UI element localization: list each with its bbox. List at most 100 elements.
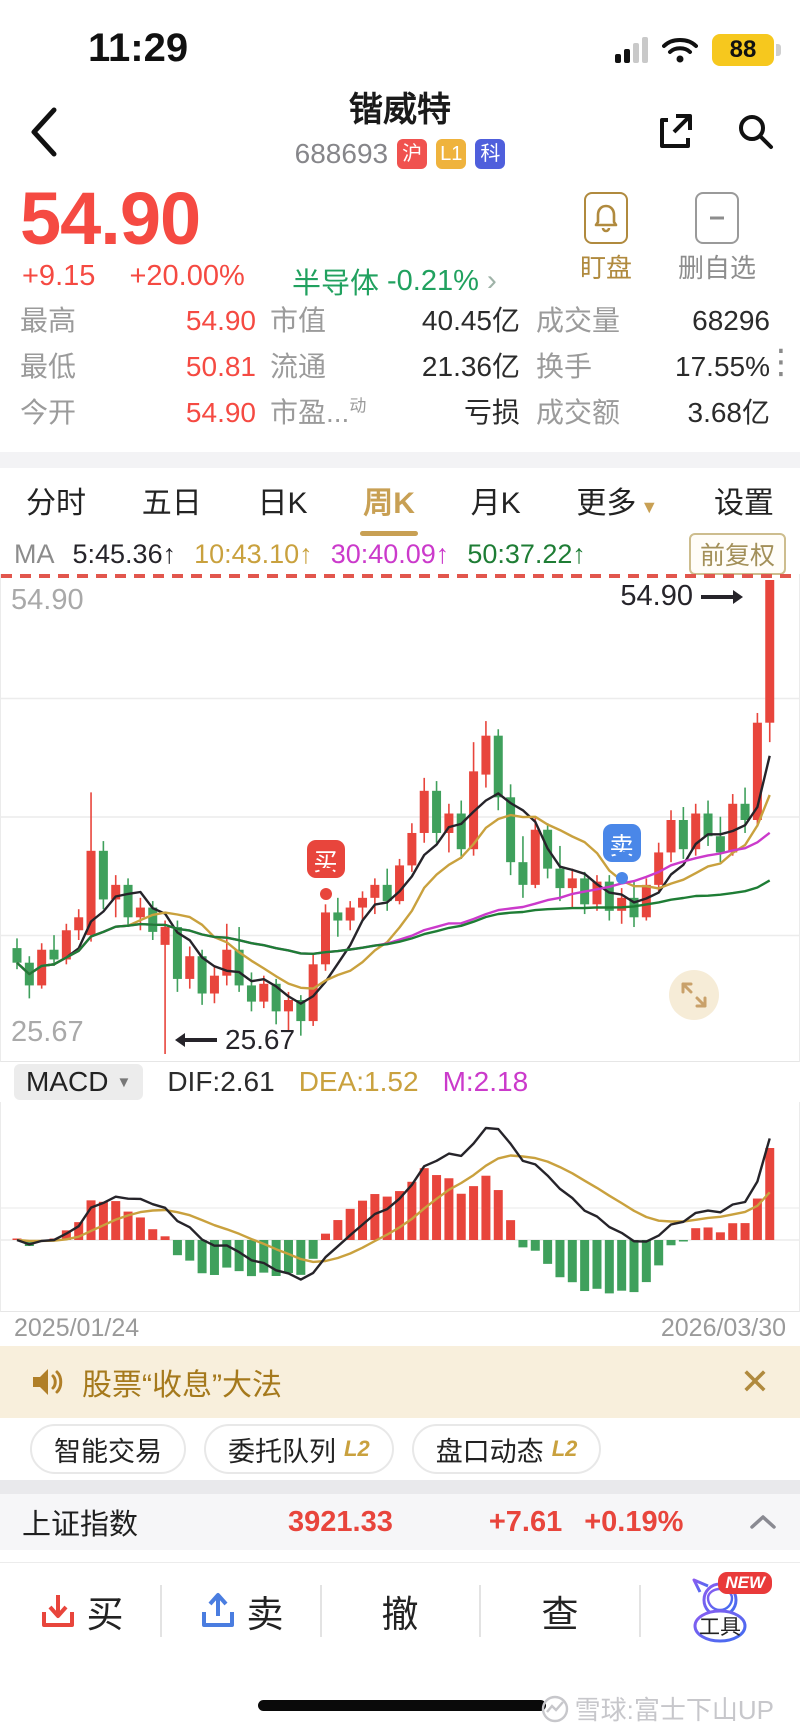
low-annotation: 25.67 bbox=[175, 1024, 295, 1056]
status-bar: 11:29 88 bbox=[0, 0, 800, 88]
stats-row-1: 最高 54.90 市值 40.45亿 成交量 68296 bbox=[20, 296, 770, 342]
stat-label: 成交额 bbox=[536, 397, 621, 428]
market-badge-sh: 沪 bbox=[397, 139, 428, 169]
sector-link[interactable]: 半导体 -0.21% › bbox=[292, 260, 497, 302]
toolbar-divider bbox=[320, 1585, 322, 1637]
stat-value: 54.90 bbox=[185, 305, 256, 336]
stat-value: 3.68亿 bbox=[687, 397, 771, 428]
ma10-value: 10:43.10↑ bbox=[194, 538, 313, 569]
order-queue-button[interactable]: 委托队列 L2 bbox=[204, 1424, 394, 1474]
battery-level: 88 bbox=[729, 36, 757, 63]
chevron-up-icon[interactable] bbox=[748, 1512, 778, 1532]
triangle-down-icon: ▼ bbox=[116, 1073, 132, 1091]
stat-value: 17.55% bbox=[675, 351, 770, 382]
remove-watchlist-button[interactable]: 删自选 bbox=[678, 192, 756, 285]
index-summary-bar[interactable]: 上证指数 3921.33 +7.61 +0.19% bbox=[0, 1494, 800, 1550]
tab-monthly-k[interactable]: 月K bbox=[470, 487, 521, 520]
close-icon[interactable]: ✕ bbox=[739, 1361, 770, 1402]
buy-signal-dot bbox=[319, 888, 332, 901]
buy-button[interactable]: 买 bbox=[0, 1563, 160, 1658]
macd-svg bbox=[1, 1126, 799, 1294]
speaker-icon bbox=[33, 1369, 63, 1395]
triangle-down-icon: ▼ bbox=[640, 497, 659, 517]
date-axis: 2025/01/24 2026/03/30 bbox=[0, 1314, 800, 1343]
stat-value: 68296 bbox=[692, 305, 770, 336]
price-section: 54.90 +9.15 +20.00% 半导体 -0.21% › 盯盘 删自选 bbox=[0, 177, 800, 300]
sell-button[interactable]: 卖 bbox=[160, 1563, 320, 1658]
ma-prefix: MA bbox=[14, 538, 55, 569]
svg-text:工具: 工具 bbox=[699, 1616, 741, 1639]
dea-value: DEA:1.52 bbox=[298, 1066, 419, 1097]
dif-value: DIF:2.61 bbox=[167, 1066, 275, 1097]
level-badge-l1: L1 bbox=[436, 139, 467, 169]
candlestick-chart[interactable]: 54.90 25.67 54.90 25.67 买 卖 bbox=[0, 574, 800, 1062]
smart-trade-button[interactable]: 智能交易 bbox=[30, 1424, 186, 1474]
macd-chart[interactable] bbox=[0, 1102, 800, 1312]
stats-row-2: 最低 50.81 流通 21.36亿 换手 17.55% bbox=[20, 342, 770, 388]
back-button[interactable] bbox=[22, 102, 66, 162]
section-divider bbox=[0, 452, 800, 468]
tab-weekly-k[interactable]: 周K bbox=[360, 472, 419, 536]
battery-icon: 88 bbox=[712, 34, 781, 66]
stats-row-3: 今开 54.90 市盈...动 亏损 成交额 3.68亿 bbox=[20, 388, 770, 434]
fullscreen-expand-icon[interactable] bbox=[669, 970, 719, 1020]
ma50-value: 50:37.22↑ bbox=[467, 538, 586, 569]
home-indicator[interactable] bbox=[258, 1700, 546, 1711]
l2-tag: L2 bbox=[344, 1436, 370, 1461]
cancel-order-button[interactable]: 撤 bbox=[381, 1593, 419, 1635]
candlestick-svg bbox=[1, 580, 799, 1054]
orderbook-dynamics-button[interactable]: 盘口动态 L2 bbox=[411, 1424, 602, 1474]
sell-signal-marker: 卖 bbox=[602, 824, 641, 863]
sector-change: -0.21% bbox=[387, 264, 479, 297]
tab-5day[interactable]: 五日 bbox=[141, 487, 202, 520]
query-button[interactable]: 查 bbox=[541, 1593, 579, 1635]
stock-code: 688693 bbox=[294, 138, 389, 169]
stat-value: 54.90 bbox=[185, 397, 256, 428]
search-icon[interactable] bbox=[734, 110, 776, 152]
minus-icon bbox=[694, 192, 739, 244]
current-price: 54.90 bbox=[20, 177, 201, 260]
high-annotation: 54.90 bbox=[620, 580, 743, 613]
stats-more-handle[interactable]: ⋮ bbox=[764, 343, 798, 381]
sector-name: 半导体 bbox=[292, 268, 380, 300]
remove-label: 删自选 bbox=[677, 253, 756, 283]
xueqiu-logo-icon bbox=[541, 1695, 568, 1722]
l2-tag: L2 bbox=[551, 1436, 578, 1461]
stat-value: 亏损 bbox=[463, 397, 520, 428]
stat-value: 21.36亿 bbox=[421, 351, 520, 382]
chart-low-axis-label: 25.67 bbox=[11, 1016, 84, 1048]
toolbar-divider bbox=[160, 1585, 162, 1637]
start-date: 2025/01/24 bbox=[14, 1314, 140, 1342]
promo-banner[interactable]: 股票“收息”大法 ✕ bbox=[0, 1346, 800, 1418]
share-icon[interactable] bbox=[654, 110, 696, 152]
trade-toolbar: 买 卖 撤 查 工具 NEW bbox=[0, 1562, 800, 1658]
index-value: 3921.33 bbox=[288, 1505, 393, 1538]
chart-high-axis-label: 54.90 bbox=[11, 584, 84, 616]
tools-button[interactable]: 工具 NEW bbox=[640, 1563, 800, 1658]
price-change: +9.15 bbox=[22, 260, 96, 292]
index-change: +7.61 bbox=[488, 1505, 563, 1538]
tab-more[interactable]: 更多 ▼ bbox=[576, 487, 659, 520]
new-badge: NEW bbox=[718, 1571, 772, 1594]
cellular-signal-icon bbox=[615, 37, 648, 63]
stat-label: 成交量 bbox=[536, 305, 621, 336]
tab-minute[interactable]: 分时 bbox=[26, 487, 86, 520]
tab-daily-k[interactable]: 日K bbox=[257, 487, 308, 520]
tab-settings[interactable]: 设置 bbox=[713, 487, 774, 520]
stat-label: 市值 bbox=[270, 305, 327, 336]
chart-period-tabs: 分时 五日 日K 周K 月K 更多 ▼ 设置 bbox=[0, 468, 800, 536]
ma-legend: MA 5:45.36↑ 10:43.10↑ 30:40.09↑ 50:37.22… bbox=[0, 533, 800, 575]
watch-button[interactable]: 盯盘 bbox=[580, 192, 632, 285]
stat-label: 换手 bbox=[536, 351, 593, 382]
price-change-pct: +20.00% bbox=[129, 260, 245, 292]
stat-label-pe: 市盈...动 bbox=[270, 396, 367, 428]
indicator-selector[interactable]: MACD ▼ bbox=[14, 1064, 144, 1100]
forward-adjust-button[interactable]: 前复权 bbox=[688, 533, 786, 575]
stat-label: 流通 bbox=[270, 351, 327, 382]
price-change-row: +9.15 +20.00% bbox=[22, 260, 245, 293]
limit-price-dashed-line bbox=[1, 574, 799, 578]
sell-signal-dot bbox=[615, 872, 628, 885]
ma30-value: 30:40.09↑ bbox=[330, 538, 450, 569]
stat-label: 最低 bbox=[20, 351, 77, 382]
buy-tray-icon bbox=[41, 1594, 74, 1627]
